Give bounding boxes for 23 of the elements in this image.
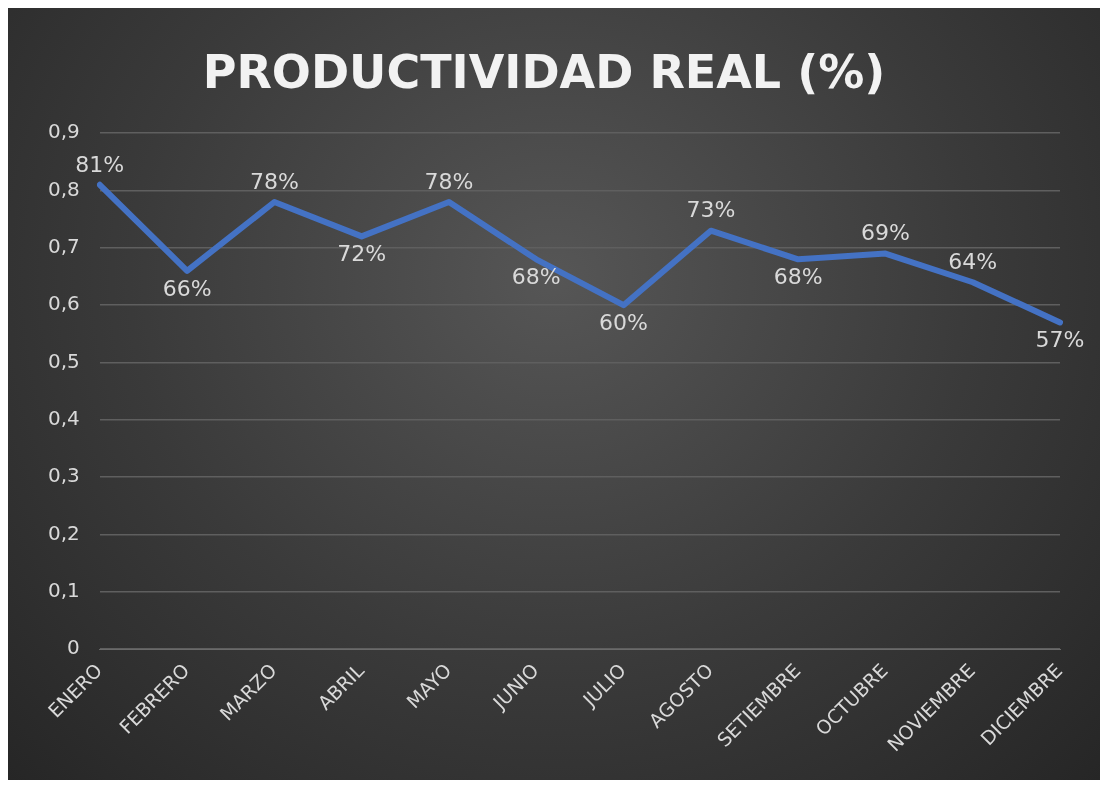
data-label: 60% [599,309,648,335]
data-label: 78% [249,168,299,194]
y-tick-label: 0,9 [47,119,80,144]
chart-title: PRODUCTIVIDAD REAL (%) [202,44,886,99]
y-tick-label: 0,2 [47,520,80,545]
y-tick-label: 0,6 [47,291,80,316]
y-tick-label: 0,3 [47,463,80,488]
data-label: 81% [75,151,125,177]
data-label: 57% [1035,327,1085,353]
data-label: 68% [773,264,823,290]
data-label: 66% [162,275,212,301]
y-tick-label: 0,7 [47,234,80,259]
data-label: 73% [686,197,736,223]
data-label: 69% [860,220,910,246]
data-label: 64% [948,248,998,274]
y-tick-label: 0 [67,635,80,660]
y-tick-label: 0,8 [47,176,80,201]
y-tick-label: 0,5 [47,348,80,373]
data-label: 78% [424,168,474,194]
data-label: 72% [337,241,387,267]
y-tick-label: 0,1 [47,578,80,603]
y-tick-label: 0,4 [47,406,80,431]
data-label: 68% [511,264,561,290]
